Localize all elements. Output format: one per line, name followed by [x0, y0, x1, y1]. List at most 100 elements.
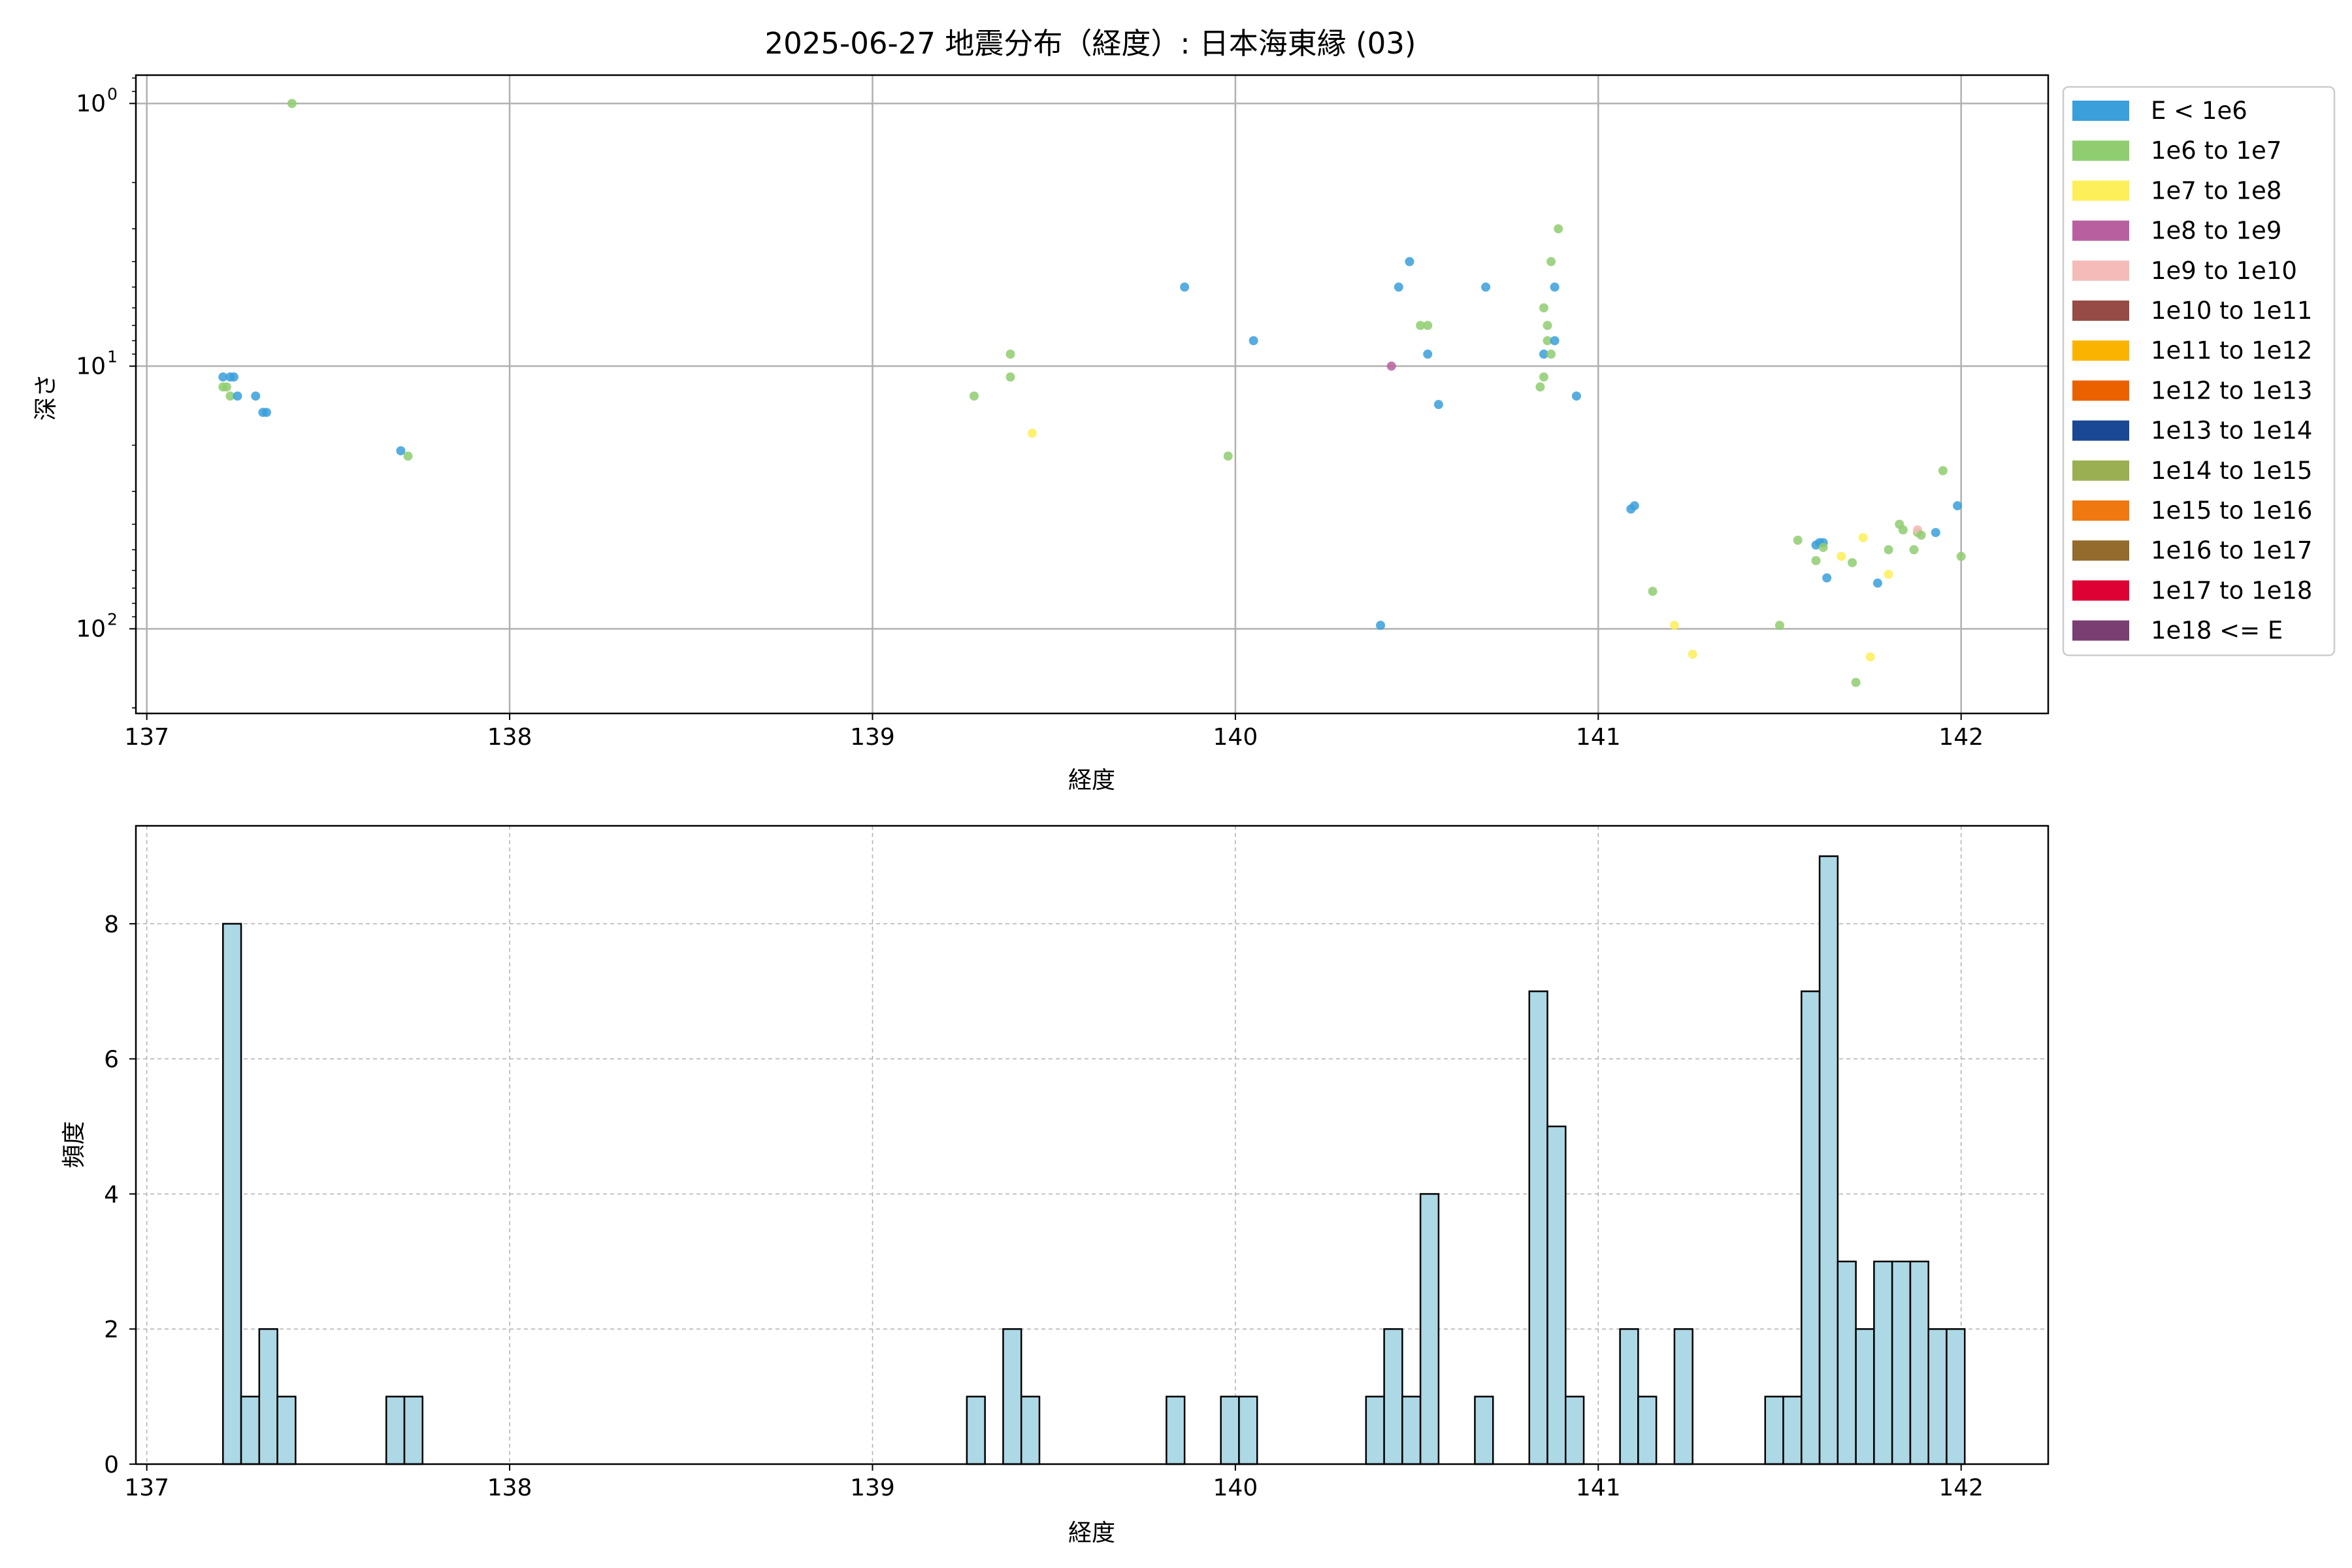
chart-title: 2025-06-27 地震分布（経度）: 日本海東縁 (03)	[765, 26, 1416, 61]
histogram-bar	[276, 1396, 297, 1465]
scatter-point	[1481, 282, 1491, 292]
scatter-point	[1858, 533, 1868, 543]
histogram-x-tick-label: 137	[124, 1475, 169, 1501]
scatter-point	[1416, 321, 1426, 331]
legend-item: 1e10 to 1e11	[2072, 297, 2312, 325]
legend-label: 1e6 to 1e7	[2151, 137, 2281, 165]
scatter-point	[1872, 578, 1882, 588]
histogram-bar	[1365, 1396, 1385, 1465]
histogram-y-axis-label: 頻度	[61, 1121, 88, 1168]
scatter-point	[1535, 382, 1545, 392]
legend-item: 1e8 to 1e9	[2072, 217, 2281, 245]
scatter-point	[1851, 678, 1861, 687]
scatter-point	[1837, 551, 1846, 561]
legend-swatch	[2072, 140, 2129, 161]
histogram-bar	[1401, 1396, 1422, 1465]
legend-label: 1e17 to 1e18	[2151, 576, 2312, 604]
histogram-bar	[1565, 1396, 1585, 1465]
legend-item: 1e15 to 1e16	[2072, 497, 2312, 525]
legend-item: 1e14 to 1e15	[2072, 457, 2312, 485]
histogram-bar	[1220, 1396, 1240, 1465]
scatter-point	[229, 372, 238, 382]
histogram-y-tick-label: 0	[104, 1452, 119, 1478]
histogram-bar	[1927, 1328, 1948, 1465]
scatter-point	[1027, 429, 1037, 438]
scatter-point	[218, 372, 228, 382]
histogram-bar	[966, 1396, 986, 1465]
legend-label: 1e13 to 1e14	[2151, 417, 2312, 445]
legend-swatch	[2072, 540, 2129, 561]
histogram-bar	[1637, 1396, 1658, 1465]
scatter-point	[1916, 531, 1926, 540]
histogram-bar	[1419, 1193, 1440, 1465]
histogram-x-axis-label: 経度	[1068, 1520, 1115, 1546]
scatter-y-tick-base: 10	[76, 90, 106, 117]
histogram-bar	[1946, 1328, 1966, 1465]
scatter-point	[1629, 501, 1639, 511]
scatter-point	[1405, 257, 1414, 267]
histogram-bar	[385, 1396, 406, 1465]
histogram-x-tick-label: 140	[1213, 1475, 1258, 1501]
histogram-bar	[1782, 1396, 1803, 1465]
scatter-point	[1956, 551, 1966, 561]
legend-swatch	[2072, 420, 2129, 441]
histogram-bar	[1873, 1260, 1893, 1465]
scatter-point	[1818, 542, 1828, 552]
scatter-point	[1543, 336, 1552, 346]
legend-items: E < 1e6 1e6 to 1e7 1e7 to 1e8 1e8 to 1e9 1e9…	[2072, 97, 2312, 645]
histogram-bar	[403, 1396, 424, 1465]
scatter-point	[1822, 573, 1832, 583]
histogram-bar	[1855, 1328, 1875, 1465]
legend-label: 1e8 to 1e9	[2151, 217, 2281, 245]
legend-swatch	[2072, 460, 2129, 481]
legend-item: 1e6 to 1e7	[2072, 137, 2281, 165]
scatter-point	[1811, 556, 1821, 566]
scatter-point	[1249, 336, 1258, 346]
scatter-point	[1648, 587, 1658, 596]
scatter-point	[1554, 224, 1563, 234]
legend-label: 1e16 to 1e17	[2151, 536, 2312, 564]
scatter-point	[1394, 282, 1403, 292]
scatter-point	[1688, 649, 1697, 659]
scatter-points	[218, 99, 1966, 687]
histogram-bar	[1238, 1396, 1258, 1465]
histogram-bar	[1002, 1328, 1022, 1465]
histogram-bar	[1020, 1396, 1041, 1465]
legend-swatch	[2072, 101, 2129, 121]
legend-item: 1e16 to 1e17	[2072, 536, 2312, 564]
legend-label: 1e9 to 1e10	[2151, 257, 2297, 285]
histogram-x-tick-label: 138	[487, 1475, 532, 1501]
legend-swatch	[2072, 260, 2129, 281]
histogram-bar	[240, 1396, 261, 1465]
histogram-gridlines	[136, 826, 2048, 1465]
scatter-point	[251, 391, 261, 401]
legend-swatch	[2072, 340, 2129, 361]
legend: E < 1e6 1e6 to 1e7 1e7 to 1e8 1e8 to 1e9 1e9…	[2062, 86, 2336, 657]
scatter-x-tick-label: 139	[850, 724, 895, 751]
scatter-point	[1669, 621, 1679, 630]
scatter-point	[1884, 545, 1893, 555]
histogram-axes-frame	[135, 825, 2050, 1465]
scatter-y-tick-label: 10 1	[76, 347, 118, 380]
histogram-x-tick-label: 139	[850, 1475, 895, 1501]
histogram-bar	[1546, 1125, 1567, 1465]
scatter-point	[261, 408, 271, 417]
scatter-x-axis-label: 経度	[1068, 767, 1115, 794]
legend-label: 1e15 to 1e16	[2151, 497, 2312, 525]
scatter-point	[1180, 282, 1190, 292]
legend-swatch	[2072, 380, 2129, 401]
histogram-bar	[1474, 1396, 1494, 1465]
scatter-point	[1953, 501, 1963, 511]
legend-swatch	[2072, 180, 2129, 201]
scatter-y-axis-label: 深さ	[33, 374, 59, 421]
scatter-point	[1546, 257, 1556, 267]
legend-swatch	[2072, 220, 2129, 241]
scatter-point	[1376, 621, 1386, 630]
legend-label: 1e14 to 1e15	[2151, 457, 2312, 485]
scatter-point	[287, 99, 297, 108]
scatter-x-tick-label: 137	[124, 724, 169, 751]
scatter-x-tick-label: 138	[487, 724, 532, 751]
